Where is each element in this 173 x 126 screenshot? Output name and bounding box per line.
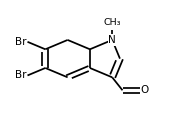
Text: CH₃: CH₃ bbox=[103, 19, 121, 27]
Text: N: N bbox=[108, 35, 116, 45]
Text: O: O bbox=[140, 85, 149, 95]
Text: Br: Br bbox=[15, 70, 27, 81]
Text: Br: Br bbox=[15, 37, 27, 47]
